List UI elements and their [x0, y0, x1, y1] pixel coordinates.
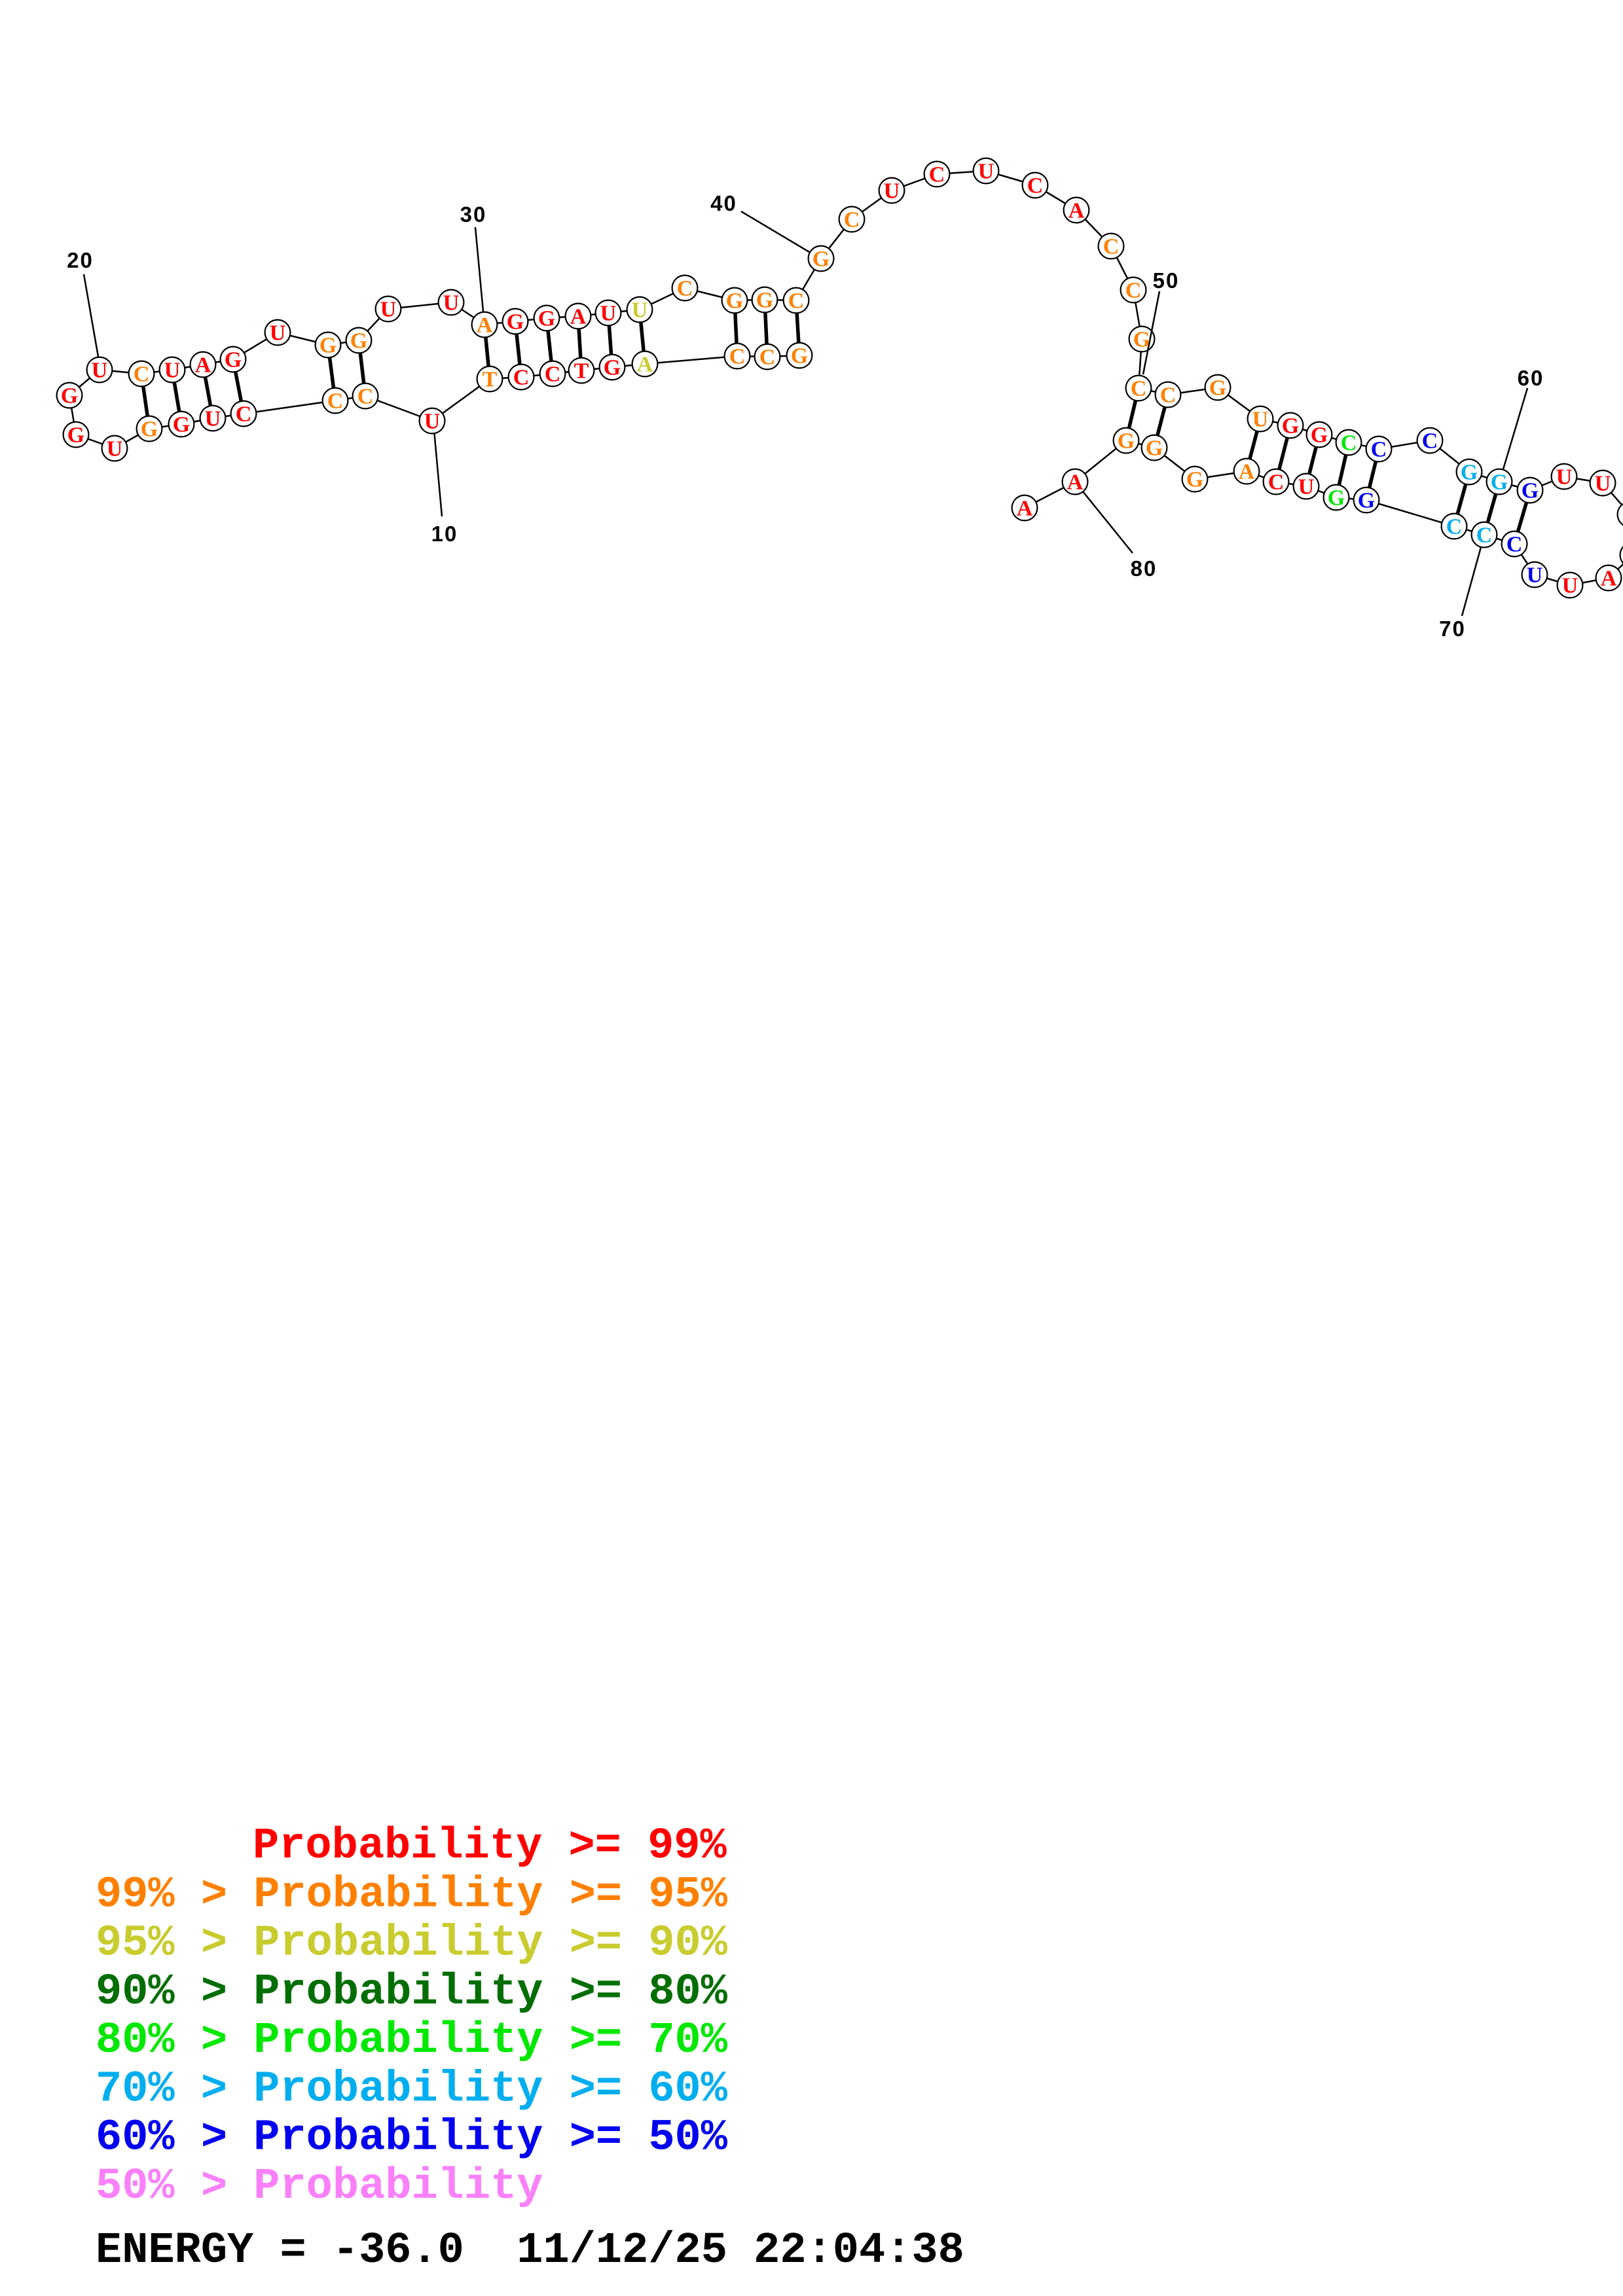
svg-text:U: U	[1556, 465, 1573, 490]
svg-text:G: G	[1491, 471, 1508, 495]
svg-text:G: G	[1209, 376, 1226, 401]
svg-text:C: C	[1422, 429, 1438, 454]
svg-text:20: 20	[67, 248, 94, 272]
svg-text:U: U	[164, 359, 181, 383]
svg-text:C: C	[1341, 431, 1357, 456]
svg-text:30: 30	[460, 202, 487, 226]
svg-text:10: 10	[431, 522, 458, 546]
svg-text:G: G	[173, 413, 190, 437]
svg-text:G: G	[791, 344, 808, 368]
svg-text:U: U	[92, 359, 108, 383]
svg-text:Probability >= 99%: Probability >= 99%	[253, 1821, 727, 1871]
svg-text:U: U	[1527, 564, 1543, 588]
svg-text:U: U	[270, 321, 286, 346]
svg-text:U: U	[632, 298, 648, 323]
svg-text:U: U	[443, 291, 460, 315]
svg-text:U: U	[1562, 574, 1578, 598]
svg-text:T: T	[483, 368, 498, 392]
svg-text:C: C	[1371, 438, 1387, 462]
svg-text:ENERGY = -36.0 11/12/25 22:04: ENERGY = -36.0 11/12/25 22:04:38	[96, 2226, 964, 2276]
svg-text:G: G	[1358, 489, 1375, 513]
svg-text:G: G	[726, 289, 743, 314]
svg-text:A: A	[1601, 567, 1617, 591]
svg-text:C: C	[327, 389, 344, 414]
svg-text:U: U	[205, 407, 221, 431]
svg-text:C: C	[545, 363, 561, 387]
svg-text:C: C	[1446, 515, 1463, 539]
svg-text:C: C	[357, 385, 374, 409]
svg-text:U: U	[978, 160, 994, 184]
svg-text:G: G	[1282, 414, 1299, 439]
svg-text:C: C	[1103, 235, 1120, 259]
svg-text:80% > Probability >= 70%: 80% > Probability >= 70%	[96, 2016, 728, 2066]
svg-text:80: 80	[1131, 556, 1158, 581]
svg-text:C: C	[677, 277, 693, 301]
svg-text:95% > Probability >= 90%: 95% > Probability >= 90%	[96, 1919, 728, 1969]
svg-text:G: G	[756, 289, 773, 313]
svg-text:C: C	[1268, 471, 1285, 495]
svg-text:U: U	[884, 179, 900, 204]
svg-text:C: C	[134, 363, 150, 387]
svg-text:T: T	[574, 359, 589, 384]
svg-text:A: A	[1068, 199, 1085, 223]
svg-text:G: G	[812, 247, 830, 272]
svg-text:90% > Probability >= 80%: 90% > Probability >= 80%	[96, 1967, 728, 2017]
svg-text:G: G	[141, 418, 158, 442]
svg-text:G: G	[67, 423, 84, 448]
svg-text:G: G	[538, 307, 555, 331]
svg-text:G: G	[350, 329, 367, 353]
svg-text:99% > Probability >= 95%: 99% > Probability >= 95%	[96, 1870, 728, 1920]
svg-text:G: G	[507, 310, 524, 334]
svg-text:C: C	[759, 346, 776, 370]
svg-text:60: 60	[1518, 366, 1544, 390]
svg-text:U: U	[1595, 472, 1611, 496]
svg-text:C: C	[236, 403, 252, 427]
svg-text:C: C	[1476, 524, 1493, 548]
svg-text:U: U	[107, 437, 123, 461]
svg-text:U: U	[424, 410, 441, 434]
svg-text:50: 50	[1153, 268, 1180, 293]
svg-text:U: U	[600, 302, 617, 326]
svg-text:A: A	[195, 353, 211, 378]
svg-text:U: U	[380, 298, 397, 322]
svg-text:U: U	[1252, 408, 1269, 432]
svg-text:G: G	[225, 348, 242, 372]
svg-text:U: U	[1298, 475, 1315, 499]
svg-text:A: A	[1239, 460, 1255, 484]
svg-text:A: A	[1017, 497, 1033, 521]
svg-text:G: G	[1146, 437, 1163, 461]
svg-text:G: G	[1328, 486, 1345, 511]
svg-text:A: A	[1067, 471, 1084, 495]
svg-text:C: C	[788, 289, 805, 314]
svg-text:40: 40	[710, 191, 737, 215]
svg-text:A: A	[570, 305, 587, 329]
svg-text:C: C	[1506, 533, 1523, 557]
svg-text:50% > Probability: 50% > Probability	[96, 2162, 543, 2212]
svg-text:C: C	[1125, 279, 1142, 303]
svg-text:C: C	[929, 163, 945, 187]
svg-text:C: C	[1160, 384, 1176, 408]
svg-text:C: C	[513, 366, 530, 390]
svg-text:A: A	[637, 353, 653, 377]
svg-text:G: G	[604, 356, 621, 380]
svg-text:A: A	[477, 314, 493, 338]
svg-text:G: G	[319, 334, 337, 358]
svg-text:60% > Probability >= 50%: 60% > Probability >= 50%	[96, 2113, 728, 2163]
svg-text:70: 70	[1439, 617, 1466, 641]
svg-text:G: G	[61, 384, 78, 408]
svg-text:C: C	[1027, 174, 1044, 198]
svg-text:C: C	[729, 345, 746, 369]
svg-text:70% > Probability >= 60%: 70% > Probability >= 60%	[96, 2064, 728, 2114]
svg-text:C: C	[1131, 377, 1147, 401]
svg-text:G: G	[1461, 461, 1478, 485]
svg-text:G: G	[1522, 479, 1539, 503]
svg-text:G: G	[1311, 423, 1328, 448]
svg-text:C: C	[844, 208, 860, 232]
svg-text:G: G	[1186, 468, 1203, 492]
svg-text:G: G	[1133, 328, 1150, 352]
svg-text:G: G	[1118, 429, 1135, 454]
